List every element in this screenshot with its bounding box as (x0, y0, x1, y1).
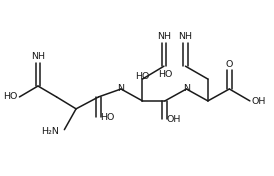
Text: HO: HO (3, 92, 18, 101)
Text: O: O (226, 60, 233, 69)
Text: NH: NH (178, 32, 192, 41)
Text: OH: OH (167, 115, 181, 124)
Text: H₂N: H₂N (42, 127, 59, 136)
Text: OH: OH (252, 97, 266, 106)
Text: NH: NH (31, 52, 45, 61)
Text: HO: HO (101, 113, 115, 122)
Text: HO: HO (158, 70, 173, 79)
Text: N: N (118, 83, 124, 93)
Text: N: N (183, 83, 190, 93)
Text: HO: HO (135, 72, 149, 81)
Text: NH: NH (157, 32, 171, 41)
